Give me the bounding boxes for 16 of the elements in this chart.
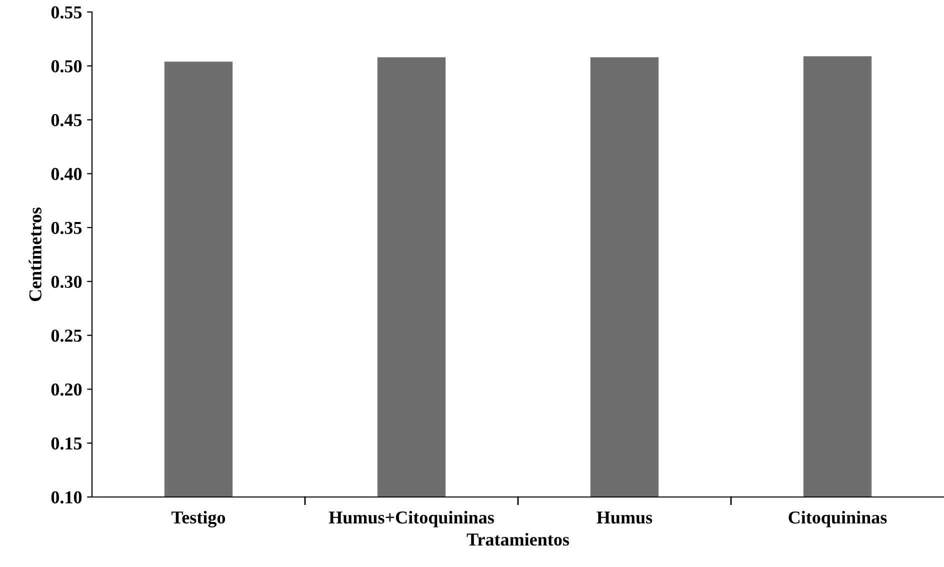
y-tick-label: 0.55: [51, 6, 82, 19]
y-tick-label: 0.25: [51, 330, 82, 342]
y-axis-title: Centímetros: [28, 207, 42, 302]
y-tick-label: 0.40: [51, 168, 82, 180]
y-tick-label: 0.50: [51, 60, 82, 72]
y-tick-label: 0.10: [51, 491, 82, 504]
y-tick-label: 0.15: [51, 437, 82, 450]
x-tick-label: Testigo: [172, 510, 226, 528]
x-axis-title: Tratamientos: [466, 532, 570, 546]
y-tick-label: 0.20: [51, 383, 82, 396]
y-tick-label: 0.30: [51, 276, 82, 288]
x-tick-label: Humus: [596, 512, 652, 524]
y-tick-label: 0.35: [51, 222, 82, 234]
x-tick-label: Humus+Citoquininas: [328, 510, 494, 528]
x-tick-label: Citoquininas: [788, 510, 887, 528]
y-tick-label: 0.45: [51, 114, 82, 126]
